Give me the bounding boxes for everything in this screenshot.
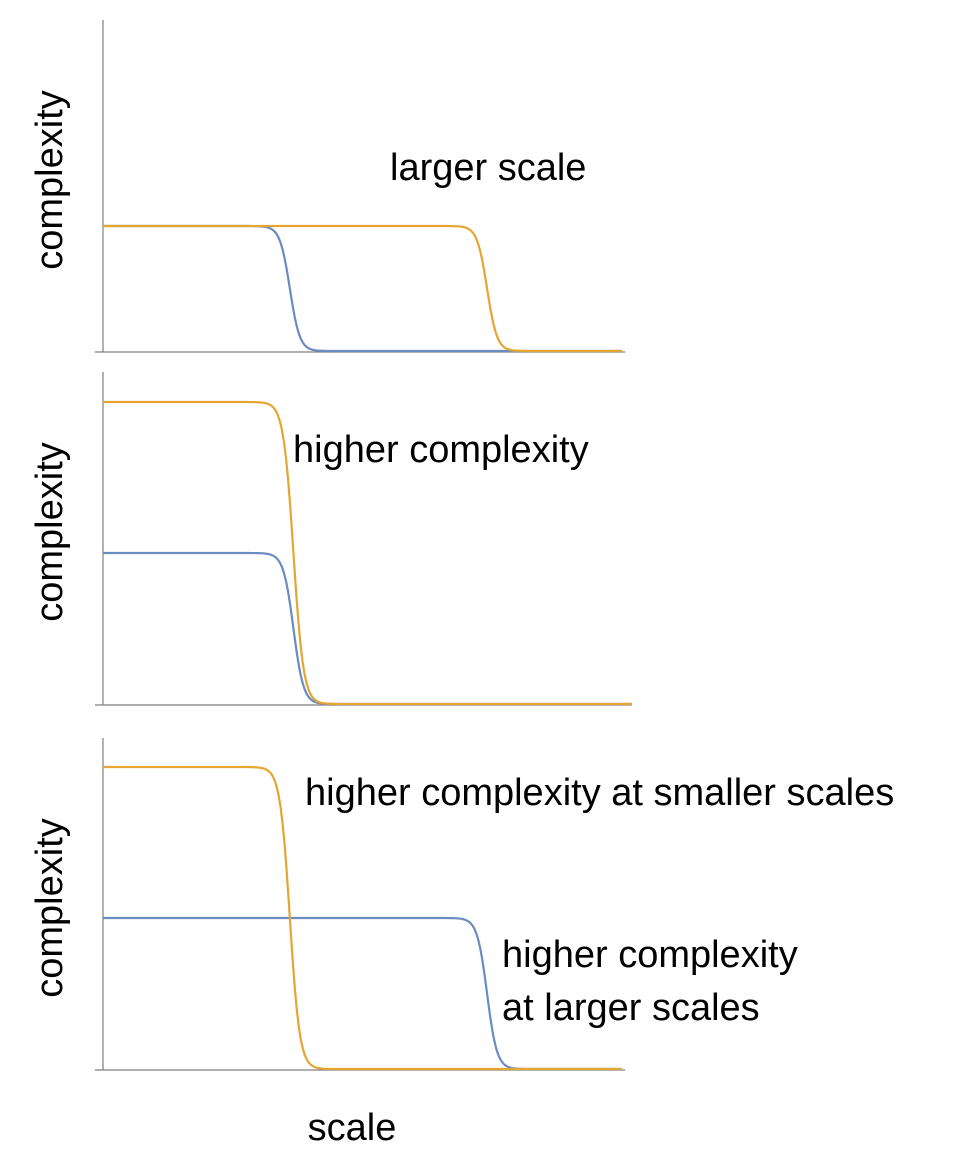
panel-3-y-axis-label: complexity bbox=[29, 818, 71, 998]
panel-2-y-axis-label: complexity bbox=[29, 442, 71, 622]
panel-3-series-orange bbox=[103, 765, 622, 1071]
panel-2: complexity higher complexity bbox=[29, 372, 632, 706]
panel-3-annotation-smaller-scales: higher complexity at smaller scales bbox=[305, 772, 894, 814]
panel-2-annotation: higher complexity bbox=[293, 429, 589, 471]
panel-1-series-blue bbox=[103, 224, 622, 353]
panel-1-y-axis-label: complexity bbox=[29, 90, 71, 270]
panel-1-annotation: larger scale bbox=[390, 147, 586, 189]
x-axis-label: scale bbox=[308, 1107, 397, 1149]
panel-1: complexity larger scale bbox=[29, 20, 625, 353]
panel-3: complexity higher complexity at smaller … bbox=[29, 738, 894, 1149]
panel-2-series-orange bbox=[103, 400, 632, 706]
panel-1-series-orange bbox=[103, 224, 622, 353]
panel-3-annotation-larger-scales-line2: at larger scales bbox=[502, 987, 760, 1029]
panel-3-annotation-larger-scales-line1: higher complexity bbox=[502, 934, 798, 976]
panel-2-series-blue bbox=[103, 551, 632, 706]
